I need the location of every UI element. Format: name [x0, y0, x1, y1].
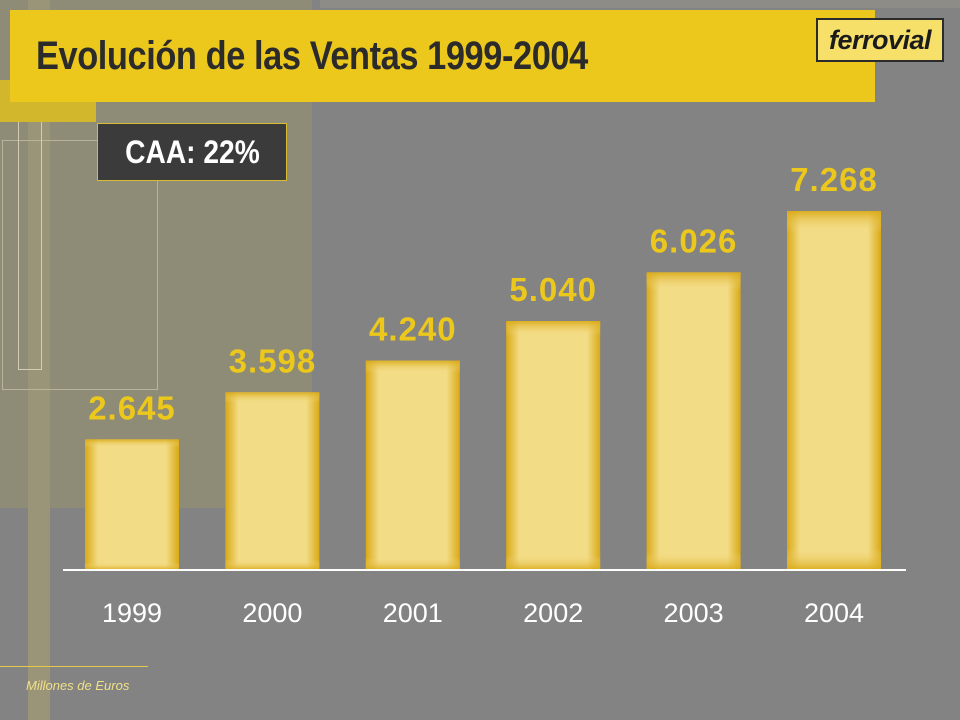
x-tick-2001: 2001: [383, 598, 443, 628]
footnote-divider: [0, 666, 148, 667]
caa-label: CAA: 22%: [124, 133, 260, 170]
background-outline: [2, 140, 158, 390]
value-label-1999: 2.645: [88, 389, 176, 426]
x-tick-2003: 2003: [664, 598, 724, 628]
x-tick-labels-group: 1999 2000 2001 2002 2003 2004: [102, 598, 864, 628]
units-footnote: Millones de Euros: [26, 678, 130, 693]
x-tick-1999: 1999: [102, 598, 162, 628]
logo-text: ferrovial: [828, 24, 932, 55]
title-banner: Evolución de las Ventas 1999-2004: [10, 10, 875, 102]
x-tick-2002: 2002: [523, 598, 583, 628]
value-label-2002: 5.040: [509, 271, 597, 308]
bar-shade-2003: [646, 272, 741, 570]
ferrovial-logo: ferrovial: [816, 18, 944, 62]
bar-shade-1999: [85, 439, 179, 570]
bars-group: [85, 211, 881, 570]
caa-badge: CAA: 22%: [97, 123, 287, 181]
bar-shade-2001: [365, 360, 460, 570]
bar-shade-2002: [506, 321, 601, 570]
value-label-2003: 6.026: [650, 222, 738, 259]
value-labels-group: 2.645 3.598 4.240 5.040 6.026 7.268: [88, 161, 878, 426]
background-strip: [28, 0, 50, 720]
value-label-2004: 7.268: [790, 161, 878, 198]
x-tick-2000: 2000: [242, 598, 302, 628]
page-title: Evolución de las Ventas 1999-2004: [36, 34, 588, 78]
x-tick-2004: 2004: [804, 598, 864, 628]
bar-shade-2004: [787, 211, 881, 570]
background-top-bar: [320, 0, 960, 8]
value-label-2001: 4.240: [369, 311, 457, 348]
bar-shade-2000: [225, 392, 320, 570]
value-label-2000: 3.598: [229, 342, 317, 379]
